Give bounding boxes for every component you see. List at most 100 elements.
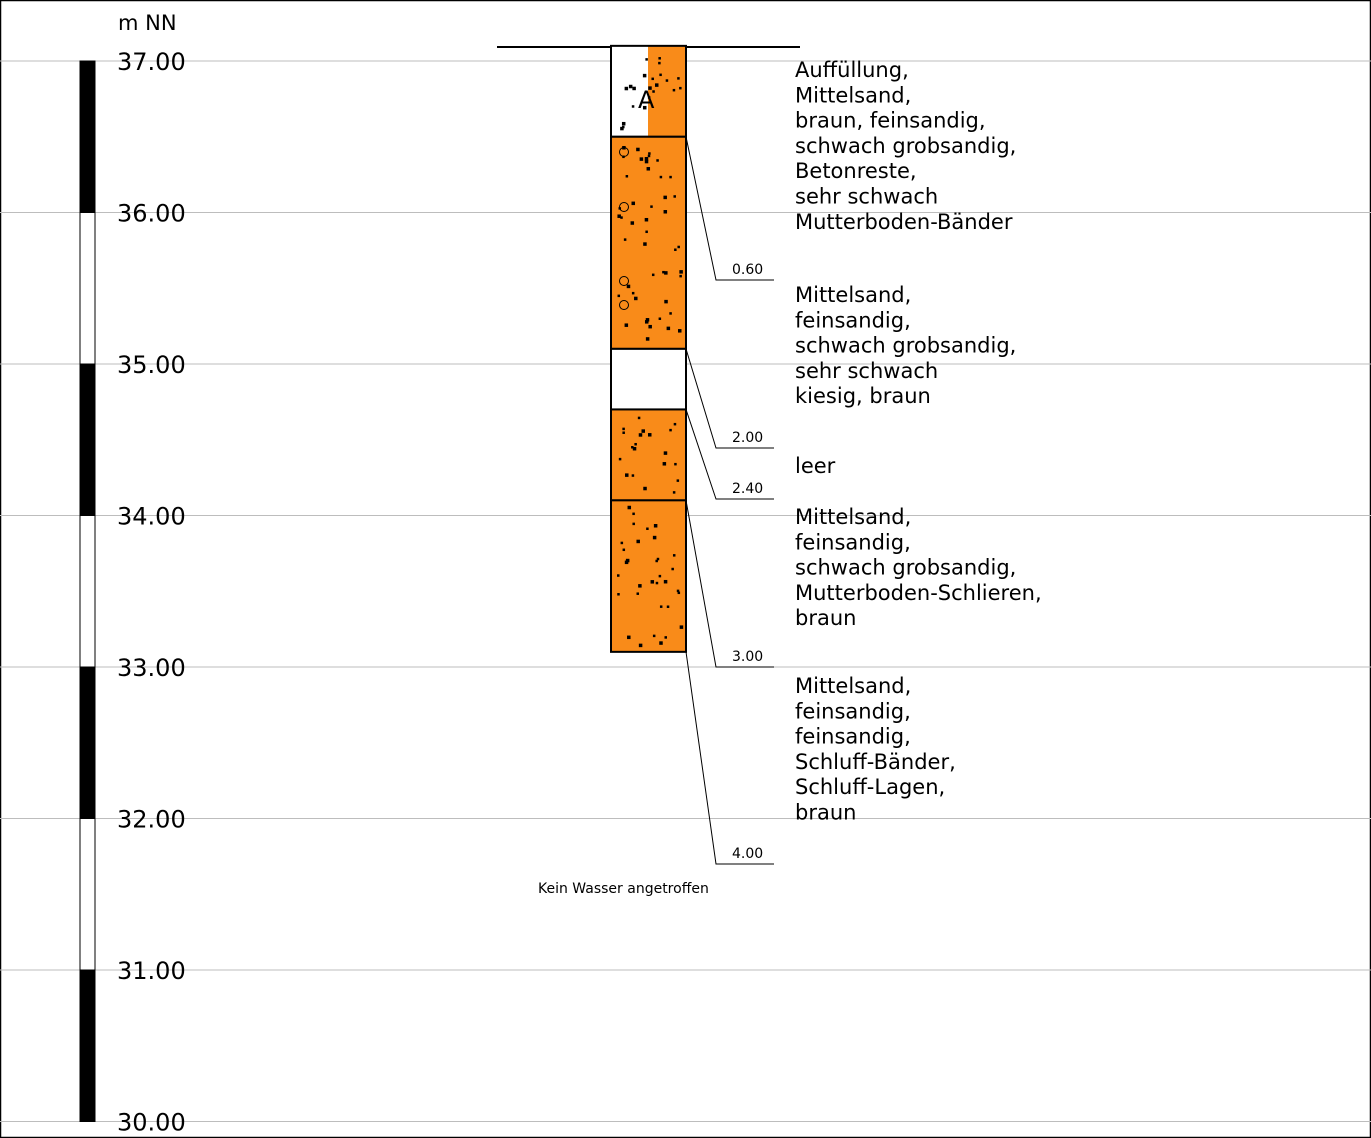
gravel-mark [619, 300, 629, 310]
sand-grain-mark [655, 559, 658, 563]
elevation-tick-label: 32.00 [117, 806, 186, 834]
sand-grain-mark [658, 57, 661, 60]
sand-grain-mark [664, 636, 667, 639]
scale-bar-segment [79, 818, 96, 971]
sand-grain-mark [620, 541, 624, 545]
sand-grain-mark [648, 86, 652, 90]
sand-grain-mark [631, 474, 635, 477]
sand-grain-mark [622, 548, 626, 552]
sand-grain-mark [650, 205, 653, 208]
elevation-tick-labels: 37.00 36.00 35.00 34.00 33.00 32.00 31.00 30.00 [117, 48, 186, 1137]
sand-grain-mark [658, 317, 662, 320]
depth-leader-line [685, 136, 774, 281]
sand-segment [611, 409, 686, 501]
sand-grain-mark [679, 274, 682, 278]
sand-grain-mark [659, 175, 663, 179]
depth-leader-line [685, 409, 774, 500]
sand-grain-mark [648, 152, 651, 155]
sand-grain-mark [673, 195, 676, 198]
borehole-column: A [610, 44, 687, 653]
layer-description-line: Mutterboden-Schlieren, [795, 581, 1042, 605]
sand-grain-mark [625, 175, 629, 178]
sand-grain-mark [674, 248, 677, 251]
layer-description-line: braun [795, 606, 856, 630]
sand-grain-mark [624, 86, 629, 91]
sand-grain-mark [644, 320, 649, 324]
layer-description-line: Mutterboden-Bänder [795, 210, 1013, 234]
layer-description-line: Mittelsand, [795, 283, 911, 307]
sand-grain-mark [648, 433, 652, 437]
sand-grain-mark [617, 593, 620, 596]
elevation-tick-label: 35.00 [117, 351, 186, 379]
depth-leader-lines: 0.60 2.00 2.40 3.00 4.00 [685, 136, 774, 865]
layer-description-line: feinsandig, [795, 725, 911, 749]
gravel-mark [619, 147, 629, 157]
sand-grain-mark [631, 105, 635, 108]
sand-grain-mark [617, 294, 621, 298]
layer-description-line: feinsandig, [795, 699, 911, 723]
sand-grain-mark [663, 210, 668, 214]
depth-label: 2.40 [732, 481, 763, 497]
sand-grain-mark [621, 121, 626, 126]
layer-description-line: Auffüllung, [795, 58, 909, 82]
layer-3 [610, 347, 687, 411]
sand-grain-mark [662, 270, 665, 274]
sand-grain-mark [644, 217, 649, 222]
sand-grain-mark [636, 592, 640, 595]
sand-grain-mark [630, 221, 635, 225]
sand-grain-mark [618, 457, 622, 461]
sand-grain-mark [638, 584, 642, 588]
sand-grain-mark [647, 96, 651, 99]
sand-grain-mark [672, 88, 676, 92]
layer-description-line: feinsandig, [795, 308, 911, 332]
sand-grain-mark [632, 522, 635, 526]
sand-grain-mark [679, 625, 684, 629]
depth-label: 3.00 [732, 649, 763, 665]
scale-bar-segment [79, 212, 96, 365]
scale-bar-segment [79, 515, 96, 668]
layer-description-line: sehr schwach [795, 185, 938, 209]
sand-grain-mark [652, 90, 655, 93]
sand-grain-mark [636, 539, 640, 544]
layer-description-line: braun [795, 801, 856, 825]
sand-grain-mark [663, 195, 667, 200]
sand-grain-mark [669, 175, 672, 179]
layer-description-line: Schluff-Lagen, [795, 775, 945, 799]
elevation-tick-label: 36.00 [117, 200, 186, 228]
sand-segment [611, 500, 686, 652]
layer-description-line: Mittelsand, [795, 674, 911, 698]
sand-grain-mark [627, 635, 631, 640]
depth-leader-line [685, 651, 774, 865]
sand-grain-mark [622, 431, 625, 434]
sand-grain-mark [631, 291, 635, 295]
sand-grain-mark [625, 473, 629, 477]
sand-grain-mark [654, 83, 659, 87]
scale-bar-segment [79, 969, 96, 1122]
elevation-tick-label: 30.00 [117, 1109, 186, 1137]
sand-grain-mark [642, 105, 647, 110]
sand-grain-mark [639, 157, 644, 161]
sand-grain-mark [677, 245, 680, 249]
sand-grain-mark [641, 429, 646, 433]
layer-1: A [610, 44, 687, 138]
sand-grain-mark [679, 270, 683, 274]
sand-grain-mark [679, 86, 682, 90]
elevation-tick-label: 37.00 [117, 48, 186, 76]
depth-leader-line [685, 500, 774, 668]
sand-grain-mark [669, 312, 672, 315]
sand-grain-mark [645, 230, 648, 234]
sand-grain-mark [632, 86, 636, 91]
sand-grain-mark [659, 641, 663, 645]
sand-grain-mark [638, 643, 643, 648]
sand-grain-mark [674, 462, 677, 466]
sand-grain-mark [666, 326, 671, 331]
sand-grain-mark [642, 73, 647, 78]
sand-grain-mark [652, 535, 657, 540]
sand-grain-mark [676, 479, 680, 482]
sand-segment [611, 136, 686, 349]
depth-label: 4.00 [732, 846, 763, 862]
empty-segment [611, 348, 686, 410]
layer-description-line: schwach grobsandig, [795, 134, 1016, 158]
layer-2 [610, 135, 687, 350]
